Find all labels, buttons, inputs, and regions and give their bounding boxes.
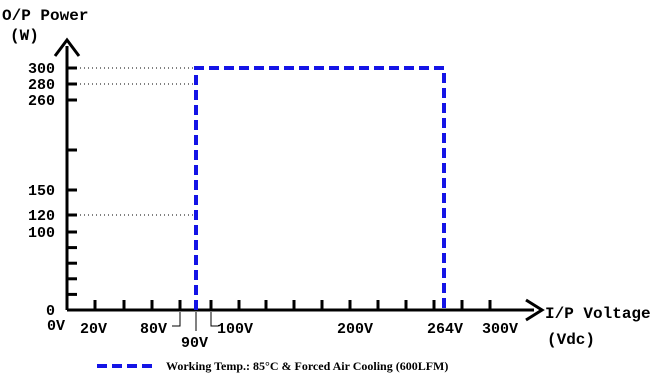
x-tick-label: 300V (482, 321, 518, 338)
y-tick-label: 0 (46, 303, 55, 320)
x-ticks: 0V 20V 80V 90V 100V 200V 264V 300V (47, 300, 518, 352)
x-tick-label: 100V (217, 321, 253, 338)
y-axis-unit: (W) (10, 27, 39, 45)
series (194, 66, 446, 310)
x-tick-label: 80V (140, 321, 167, 338)
x-axis-unit: (Vdc) (547, 331, 595, 349)
x-axis-arrow (525, 298, 545, 322)
x-label-leader (172, 312, 181, 327)
y-tick-label: 260 (28, 93, 55, 110)
y-tick-label: 150 (28, 183, 55, 200)
y-tick-label: 120 (28, 208, 55, 225)
legend-label: Working Temp.: 85°C & Forced Air Cooling… (166, 359, 448, 373)
x-label-leader (210, 312, 218, 327)
axes (53, 37, 545, 322)
y-axis-arrow (53, 37, 81, 57)
x-tick-label: 20V (80, 321, 107, 338)
y-axis-title: O/P Power (2, 7, 88, 25)
y-tick-label: 280 (28, 77, 55, 94)
y-tick-label: 300 (28, 61, 55, 78)
reference-lines (80, 67, 196, 216)
x-tick-label: 90V (181, 335, 208, 352)
x-axis-title: I/P Voltage (545, 305, 651, 323)
y-tick-label: 100 (28, 225, 55, 242)
x-tick-label: 0V (47, 318, 65, 335)
series-line (194, 66, 446, 310)
x-tick-label: 200V (337, 321, 373, 338)
legend: Working Temp.: 85°C & Forced Air Cooling… (97, 359, 448, 373)
axis-titles: O/P Power (W) I/P Voltage (Vdc) (2, 7, 651, 349)
x-tick-label: 264V (427, 321, 463, 338)
